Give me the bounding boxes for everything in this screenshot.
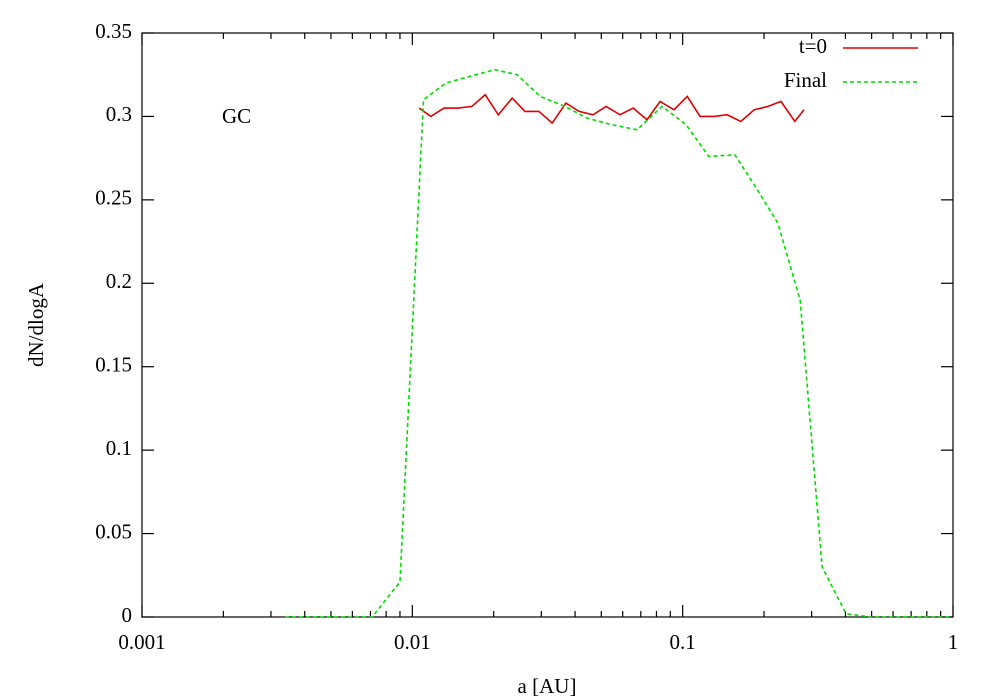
data-line (418, 93, 805, 125)
y-axis-label: dN/dlogA (24, 282, 48, 367)
y-tick-label: 0 (122, 603, 133, 627)
plot-frame (141, 32, 954, 618)
data-line (284, 68, 951, 618)
y-tick-label: 0.15 (95, 353, 132, 377)
y-tick-label: 0.1 (106, 436, 132, 460)
y-tick-label: 0.35 (95, 19, 132, 43)
y-tick-label: 0.3 (106, 102, 132, 126)
annotation: GC (222, 104, 251, 128)
legend-label: t=0 (799, 34, 827, 58)
legend-label: Final (784, 68, 827, 92)
y-tick-label: 0.2 (106, 269, 132, 293)
y-tick-label: 0.05 (95, 519, 132, 543)
x-tick-label: 0.01 (394, 630, 431, 654)
x-tick-label: 1 (948, 630, 959, 654)
x-axis-label: a [AU] (518, 674, 577, 698)
y-tick-label: 0.25 (95, 186, 132, 210)
x-tick-label: 0.001 (118, 630, 165, 654)
x-tick-label: 0.1 (670, 630, 696, 654)
